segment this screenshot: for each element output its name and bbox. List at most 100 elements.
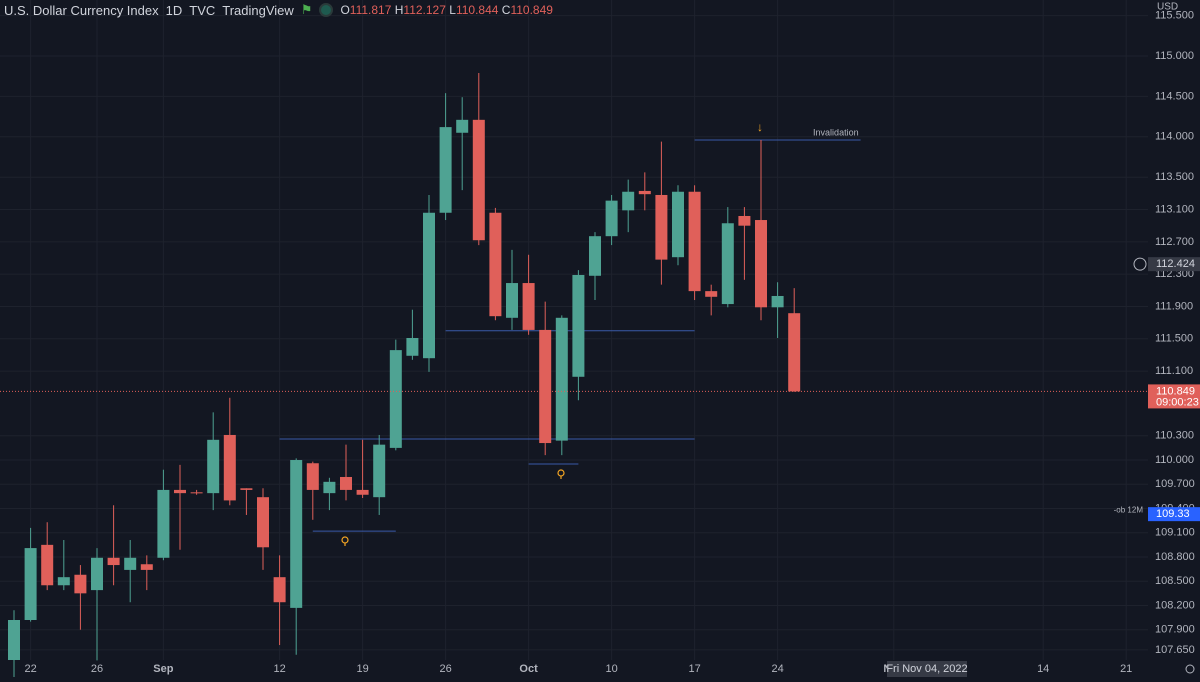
interval[interactable]: 1D — [165, 2, 183, 18]
arrow-icon: ↓ — [757, 120, 763, 134]
candle-body — [356, 489, 369, 495]
x-tick-label: Sep — [153, 663, 173, 675]
candle-body — [771, 295, 784, 308]
candle-body — [589, 236, 601, 276]
crosshair-price-box — [1148, 257, 1200, 272]
x-tick-label: 26 — [439, 663, 451, 675]
header: U.S. Dollar Currency Index 1D TVC Tradin… — [4, 2, 553, 18]
y-tick-label: 108.500 — [1155, 575, 1195, 587]
candle-body — [423, 212, 435, 359]
candle-body — [157, 489, 170, 558]
candle-body — [755, 220, 767, 308]
ohlc-value: 112.127 — [403, 3, 446, 17]
x-tick-label: 19 — [356, 663, 368, 675]
x-tick-label: 22 — [24, 663, 36, 675]
x-tick-label: 21 — [1120, 663, 1132, 675]
y-tick-label: 111.500 — [1155, 333, 1193, 345]
ohlc-label: L — [449, 3, 456, 17]
candle-body — [207, 439, 220, 494]
y-tick-label: 111.100 — [1155, 365, 1193, 377]
current-price-box — [1148, 384, 1200, 409]
candle-body — [788, 313, 801, 392]
y-tick-label: 111.900 — [1155, 300, 1193, 312]
candle-body — [323, 481, 336, 494]
candle-body — [41, 544, 54, 586]
bulb-icon — [341, 536, 349, 546]
countdown-label: 09:00:23 — [1156, 396, 1199, 408]
candle-body — [622, 191, 635, 211]
ohlc-label: H — [394, 3, 404, 17]
ohlc-label: C — [501, 3, 511, 17]
candle-body — [74, 574, 87, 594]
x-tick-label: Oct — [519, 663, 538, 675]
candle-body — [124, 557, 137, 570]
marker-box — [1148, 507, 1200, 522]
candle-body — [190, 492, 203, 494]
y-tick-label: 108.800 — [1155, 551, 1195, 563]
candle-body — [522, 283, 535, 330]
candle-body — [456, 119, 469, 133]
flag-icon[interactable]: ⚑ — [300, 2, 313, 17]
candle-body — [57, 577, 70, 586]
candle-body — [406, 337, 419, 356]
candle-body — [306, 463, 319, 490]
crosshair-date-box — [887, 661, 967, 677]
settings-icon[interactable] — [1185, 664, 1195, 674]
y-tick-label: 114.000 — [1155, 131, 1194, 143]
y-tick-label: 107.900 — [1155, 624, 1195, 636]
status-icon — [319, 3, 334, 17]
y-tick-label: 113.500 — [1155, 171, 1194, 183]
candle-body — [705, 291, 718, 297]
bulb-icon — [557, 469, 565, 479]
candle-body — [572, 274, 585, 377]
y-tick-label: 108.200 — [1155, 599, 1195, 611]
candle-body — [638, 190, 651, 195]
candle-body — [439, 127, 452, 213]
ohlc-value: 110.844 — [455, 3, 499, 17]
y-tick-label: 109.700 — [1155, 478, 1195, 490]
candle-body — [389, 350, 402, 448]
x-tick-label: 26 — [91, 663, 103, 675]
candle-body — [655, 194, 668, 260]
candle-body — [506, 283, 518, 318]
candle-body — [672, 191, 684, 258]
candle-body — [8, 620, 20, 660]
ohlc: O111.817 H112.127 L110.844 C110.849 — [340, 3, 553, 17]
candle-body — [340, 476, 352, 490]
candle-body — [91, 557, 103, 591]
source: TradingView — [222, 2, 294, 18]
crosshair-date: Fri Nov 04, 2022 — [886, 663, 967, 675]
x-tick-label: 14 — [1037, 663, 1049, 675]
candle-body — [373, 444, 386, 498]
x-tick-label: 17 — [688, 663, 700, 675]
candle-body — [688, 191, 701, 292]
candle-body — [174, 489, 186, 494]
candle-body — [472, 119, 485, 241]
current-price-label: 110.849 — [1156, 385, 1195, 397]
crosshair-price: 112.424 — [1156, 258, 1195, 270]
candle-body — [738, 215, 751, 226]
currency-label: USD — [1157, 2, 1178, 13]
y-tick-label: 115.000 — [1155, 50, 1194, 62]
candle-body — [140, 564, 153, 570]
candle-body — [721, 223, 734, 305]
candle-body — [257, 497, 269, 548]
y-tick-label: 115.500 — [1155, 10, 1194, 22]
candle-body — [555, 317, 568, 441]
ohlc-value: 110.849 — [510, 3, 553, 17]
ohlc-label: O — [340, 3, 350, 17]
x-tick-label: 10 — [605, 663, 617, 675]
x-tick-label: 12 — [273, 663, 285, 675]
y-tick-label: 107.650 — [1155, 644, 1195, 656]
candle-body — [240, 488, 253, 490]
candle-body — [223, 434, 236, 501]
symbol-title: U.S. Dollar Currency Index — [4, 2, 159, 18]
candle-body — [273, 577, 286, 603]
y-tick-label: 113.100 — [1155, 203, 1194, 215]
y-tick-label: 112.700 — [1155, 236, 1194, 248]
candle-body — [290, 460, 303, 608]
candle-body — [539, 329, 552, 444]
add-alert-icon[interactable] — [1133, 257, 1147, 271]
y-tick-label: 110.000 — [1155, 454, 1194, 466]
